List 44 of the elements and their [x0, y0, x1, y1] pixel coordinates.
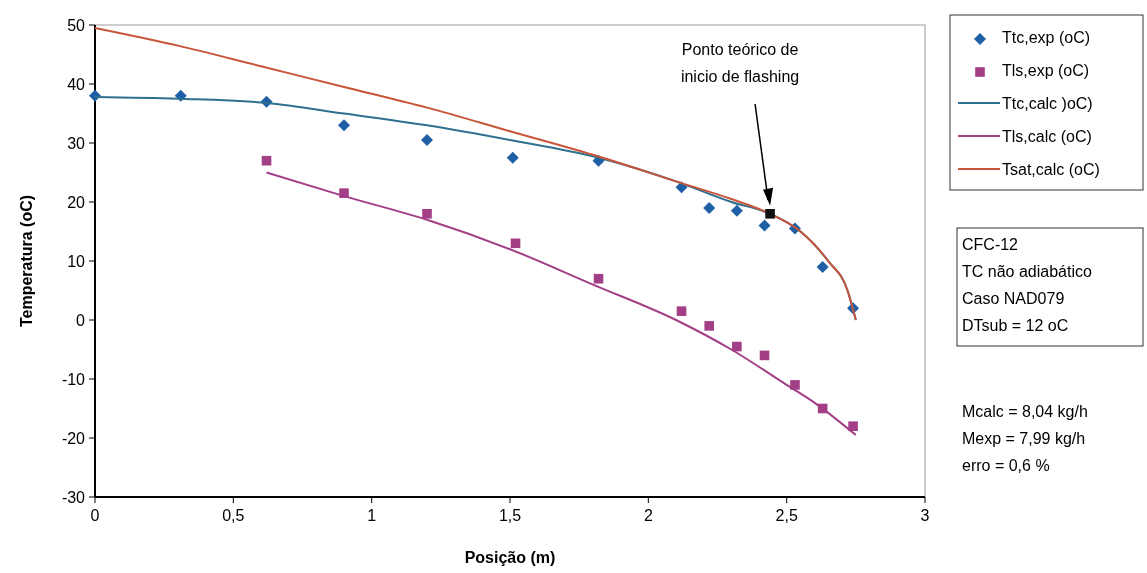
point: [593, 273, 604, 284]
point: [704, 321, 714, 331]
point: [848, 421, 858, 431]
annotation: Ponto teórico de inicio de flashing: [680, 41, 800, 85]
line-series: [94, 26, 857, 321]
point: [261, 155, 272, 166]
x-tick-label: 1: [367, 507, 377, 524]
point: [816, 260, 829, 273]
point: [703, 201, 716, 214]
line-series: [265, 171, 857, 437]
text: Mcalc = 8,04 kg/h Mexp = 7,99 kg/h erro = 0,6 %: [962, 403, 1088, 474]
point: [676, 306, 687, 316]
point: [338, 119, 350, 132]
legend-label: Tls,exp (oC): [1002, 61, 1090, 79]
point: [732, 341, 742, 352]
legend-label: Tls,calc (oC): [1002, 127, 1092, 145]
x-tick-label: 0: [90, 507, 100, 524]
point: [730, 204, 743, 217]
x-tick-label: 3: [920, 507, 930, 524]
x-tick-label: 1,5: [498, 507, 522, 524]
y-tick-label: -30: [61, 488, 86, 506]
x-tick-label: 2: [643, 507, 653, 524]
y-tick-label: -10: [61, 370, 86, 388]
y-tick-label: 10: [67, 252, 86, 270]
x-axis-title: Posição (m): [464, 549, 556, 566]
point: [421, 134, 433, 147]
legend-label: Tsat,calc (oC): [1002, 160, 1100, 178]
y-tick-label: 0: [76, 311, 86, 329]
point: [422, 209, 432, 219]
y-tick-label: -20: [61, 429, 86, 447]
text: CFC-12 TC não adiabático Caso NAD079 DTsub = 12 oC: [962, 236, 1092, 334]
legend-label: Ttc,calc )oC): [1002, 94, 1093, 112]
point: [758, 219, 771, 232]
x-tick-label: 2,5: [775, 507, 798, 524]
y-tick-label: 30: [67, 134, 86, 152]
y-axis-title: Temperatura (oC): [18, 194, 35, 328]
y-tick-label: 20: [67, 193, 86, 211]
point: [790, 380, 800, 390]
y-tick-label: 50: [67, 16, 86, 34]
x-tick-label: 0,5: [222, 507, 245, 524]
point: [765, 209, 775, 219]
point: [506, 151, 519, 164]
legend-label: Ttc,exp (oC): [1002, 28, 1091, 46]
y-tick-label: 40: [67, 75, 86, 93]
